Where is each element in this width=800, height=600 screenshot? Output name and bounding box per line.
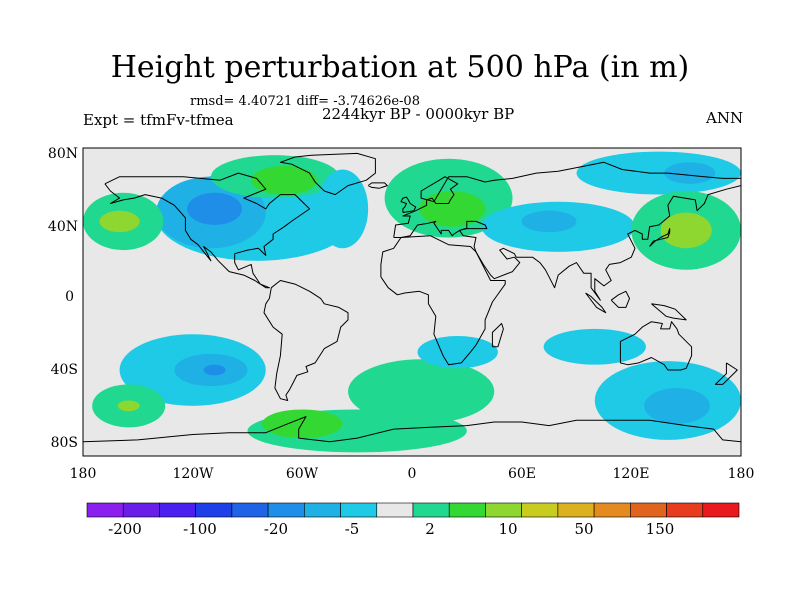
coastline-new-zealand	[714, 362, 738, 385]
colorbar-label-50: 50	[574, 520, 593, 538]
colorbar-swatch	[376, 502, 414, 518]
colorbar-label-neg200: -200	[108, 520, 142, 538]
colorbar-swatch	[630, 502, 667, 518]
longitude-axis: 180 120W 60W 0 60E 120E 180	[70, 466, 755, 482]
coastline-sumatra	[585, 292, 607, 314]
colorbar-label-neg20: -20	[264, 520, 288, 538]
colorbar-label-150: 150	[646, 520, 675, 538]
lon-tick-60e: 60E	[508, 466, 536, 482]
colorbar-swatch	[412, 502, 450, 518]
anomaly-s-ocean-low	[543, 328, 646, 365]
experiment-label: Expt = tfmFv-tfmea	[83, 111, 234, 129]
colorbar-label-neg5: -5	[345, 520, 360, 538]
colorbar-label-2: 2	[425, 520, 435, 538]
colorbar-swatch	[702, 502, 740, 518]
anomaly-asia-core	[521, 210, 577, 233]
colorbar-swatch	[593, 502, 631, 518]
colorbar-swatch	[448, 502, 486, 518]
anomaly-s-pacific-deep	[203, 364, 226, 376]
anomaly-sw-pacific-core	[117, 400, 140, 412]
lat-tick-40s: 40S	[51, 362, 78, 378]
period-label: 2244kyr BP - 0000kyr BP	[322, 105, 515, 123]
lat-tick-80n: 80N	[48, 146, 78, 162]
anomaly-pacific-core	[99, 210, 140, 233]
colorbar-swatch	[122, 502, 160, 518]
map-frame	[82, 147, 742, 457]
latitude-axis: 80N 40N 0 40S 80S	[48, 146, 78, 451]
coastline-south-america	[263, 280, 349, 401]
anomaly-japan-core	[660, 212, 712, 249]
lon-tick-0: 0	[408, 466, 417, 482]
colorbar	[86, 502, 740, 518]
colorbar-swatch	[666, 502, 704, 518]
colorbar-swatch	[231, 502, 269, 518]
lat-tick-40n: 40N	[48, 219, 78, 235]
colorbar-labels: -200 -100 -20 -5 2 10 50 150	[108, 520, 674, 538]
plot-title: Height perturbation at 500 hPa (in m)	[110, 50, 690, 85]
anomaly-n-america-core	[187, 192, 243, 226]
anomaly-europe-core	[419, 190, 486, 227]
colorbar-swatch	[340, 502, 378, 518]
coastline-africa	[380, 235, 506, 366]
lon-tick-180e: 180	[728, 466, 755, 482]
lat-tick-80s: 80S	[51, 435, 78, 451]
colorbar-swatch	[195, 502, 233, 518]
coastline-iceland	[367, 182, 388, 189]
colorbar-swatch	[159, 502, 196, 518]
coastline-madagascar	[491, 323, 504, 348]
coastline-australia	[619, 321, 693, 371]
anomaly-n-pacific-core	[664, 162, 716, 184]
colorbar-swatch	[521, 502, 559, 518]
colorbar-label-neg100: -100	[183, 520, 217, 538]
coastline-north-america	[104, 172, 311, 289]
anomaly-atlantic-low	[316, 169, 369, 249]
colorbar-label-10: 10	[498, 520, 517, 538]
coastline-layer	[83, 152, 741, 443]
coastline-antarctica	[83, 416, 741, 443]
colorbar-swatch	[304, 502, 341, 518]
coastline-new-guinea	[651, 303, 687, 321]
coastline-japan	[649, 228, 671, 247]
colorbar-swatch	[557, 502, 595, 518]
coastline-greenland	[279, 152, 376, 196]
lon-tick-60w: 60W	[286, 466, 319, 482]
season-label: ANN	[706, 109, 744, 127]
lon-tick-180w: 180	[70, 466, 97, 482]
coastline-borneo	[610, 290, 630, 308]
colorbar-swatch	[86, 502, 124, 518]
coastline-great-britain	[400, 196, 417, 213]
anomaly-greenland-core	[251, 165, 317, 195]
lat-tick-0: 0	[65, 289, 74, 305]
colorbar-swatch	[485, 502, 522, 518]
coastline-eurasia	[393, 161, 741, 301]
lon-tick-120e: 120E	[613, 466, 650, 482]
colorbar-swatch	[267, 502, 305, 518]
stats-label: rmsd= 4.40721 diff= -3.74626e-08	[190, 94, 420, 109]
anomaly-australia-core	[644, 387, 710, 424]
lon-tick-120w: 120W	[172, 466, 214, 482]
anomaly-s-atlantic-high	[348, 359, 495, 424]
